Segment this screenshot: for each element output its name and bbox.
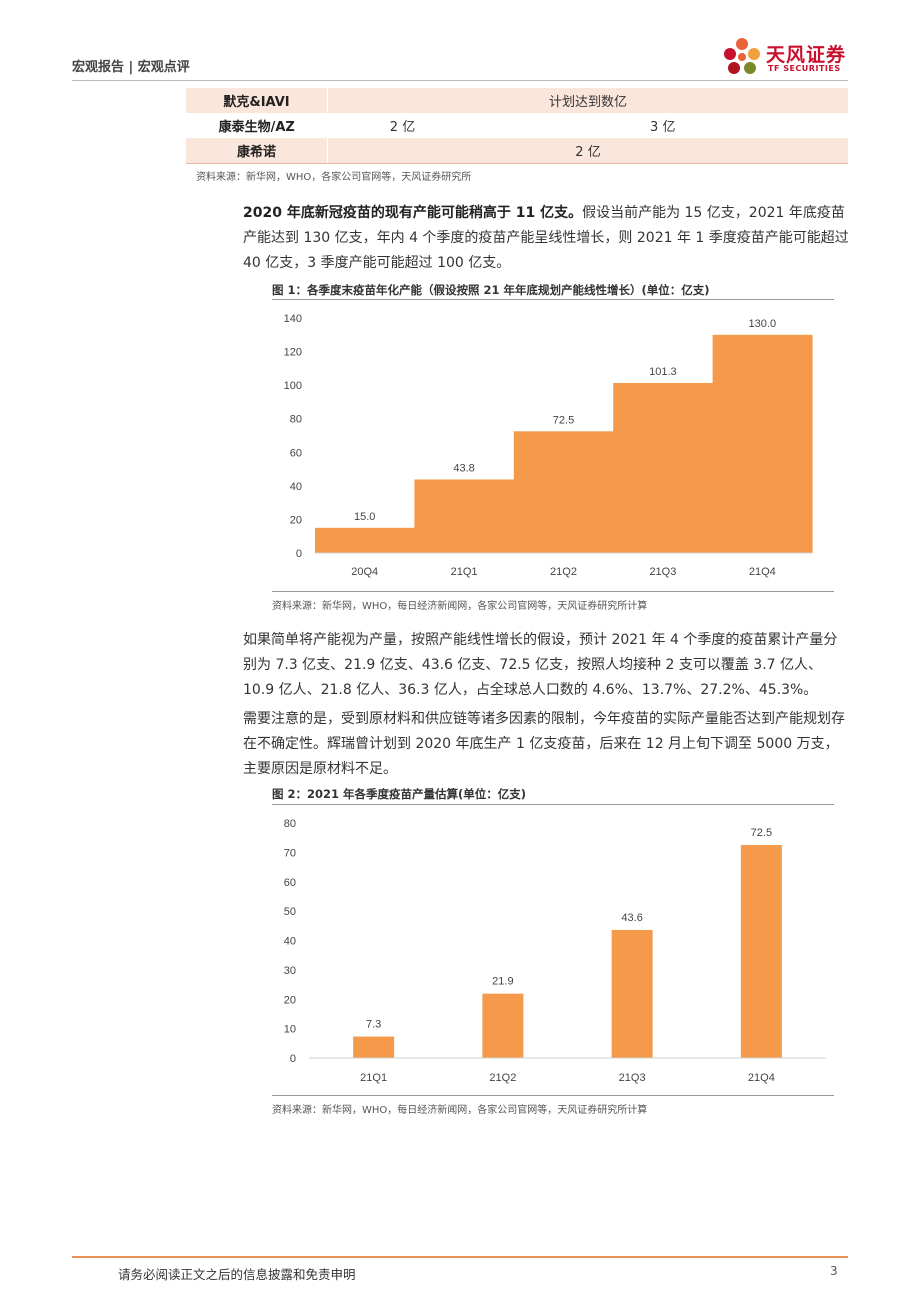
table-cell-capacity-2021: 3 亿 <box>650 120 676 135</box>
y-tick-label: 10 <box>284 1024 296 1036</box>
paragraph-body: 假设当前产能为 15 亿支，2021 年底疫苗产能达到 130 亿支，年内 4 … <box>243 205 849 271</box>
y-tick-label: 20 <box>284 994 296 1006</box>
table-cell-company: 康希诺 <box>186 138 328 163</box>
data-label: 43.6 <box>621 912 642 924</box>
y-tick-label: 60 <box>284 877 296 889</box>
logo-flower-icon <box>724 38 760 74</box>
y-tick-label: 30 <box>284 965 296 977</box>
table-bottom-border <box>186 163 848 164</box>
table-cell-capacity: 计划达到数亿 <box>327 88 848 113</box>
table-cell-company: 默克&IAVI <box>186 88 328 113</box>
y-tick-label: 20 <box>290 514 302 526</box>
paragraph-capacity: 2020 年底新冠疫苗的现有产能可能稍高于 11 亿支。假设当前产能为 15 亿… <box>243 201 849 276</box>
tf-securities-logo: 天风证券 TF SECURITIES <box>722 36 852 80</box>
table-cell-capacity: 2 亿 <box>327 138 848 163</box>
data-label: 130.0 <box>749 318 777 330</box>
table-cell-company: 康泰生物/AZ <box>218 120 295 135</box>
page-number: 3 <box>830 1264 838 1278</box>
area-step <box>712 334 813 553</box>
y-tick-label: 80 <box>284 818 296 830</box>
bar <box>740 845 782 1058</box>
vaccine-capacity-table: 默克&IAVI 计划达到数亿 康泰生物/AZ 2 亿 3 亿 康希诺 2 亿 <box>186 88 848 163</box>
paragraph-lead: 2020 年底新冠疫苗的现有产能可能稍高于 11 亿支。 <box>243 205 583 221</box>
report-category: 宏观报告 | 宏观点评 <box>72 60 190 75</box>
y-tick-label: 140 <box>284 313 302 325</box>
bar <box>611 929 653 1058</box>
y-tick-label: 0 <box>296 548 302 560</box>
x-tick-label: 21Q2 <box>489 1072 516 1084</box>
y-tick-label: 100 <box>284 380 302 392</box>
data-label: 72.5 <box>751 827 772 839</box>
x-tick-label: 21Q1 <box>360 1072 387 1084</box>
figure1-bottom-rule <box>272 591 834 592</box>
x-tick-label: 21Q2 <box>550 566 577 578</box>
logo-subtitle: TF SECURITIES <box>768 64 841 73</box>
bar <box>353 1036 395 1058</box>
data-label: 72.5 <box>553 414 574 426</box>
table-cell-capacity-2020: 2 亿 <box>389 120 416 135</box>
figure1-top-rule <box>272 299 834 300</box>
area-step <box>513 431 614 553</box>
figure2-bottom-rule <box>272 1095 834 1096</box>
data-label: 101.3 <box>649 366 677 378</box>
y-tick-label: 80 <box>290 414 302 426</box>
data-label: 43.8 <box>453 462 474 474</box>
paragraph-uncertainty: 需要注意的是，受到原材料和供应链等诸多因素的限制，今年疫苗的实际产量能否达到产能… <box>243 711 845 777</box>
table-source: 资料来源：新华网，WHO，各家公司官网等，天风证券研究所 <box>196 172 472 183</box>
y-tick-label: 40 <box>284 936 296 948</box>
y-tick-label: 70 <box>284 847 296 859</box>
area-step <box>414 479 515 553</box>
table-row: 默克&IAVI 计划达到数亿 <box>186 88 848 113</box>
y-tick-label: 50 <box>284 906 296 918</box>
footer-divider <box>72 1256 848 1258</box>
y-tick-label: 60 <box>290 447 302 459</box>
y-tick-label: 120 <box>284 347 302 359</box>
data-label: 21.9 <box>492 976 513 988</box>
y-tick-label: 0 <box>290 1053 296 1065</box>
figure1-source: 资料来源：新华网，WHO，每日经济新闻网，各家公司官网等，天风证券研究所计算 <box>272 601 648 612</box>
area-step <box>315 527 415 553</box>
x-tick-label: 21Q4 <box>749 566 776 578</box>
x-tick-label: 21Q1 <box>451 566 478 578</box>
figure2-top-rule <box>272 804 834 805</box>
y-tick-label: 40 <box>290 481 302 493</box>
x-tick-label: 20Q4 <box>351 566 378 578</box>
area-step <box>613 382 714 553</box>
figure1-title: 图 1：各季度末疫苗年化产能（假设按照 21 年年底规划产能线性增长）(单位：亿… <box>272 283 710 297</box>
figure2-source: 资料来源：新华网，WHO，每日经济新闻网，各家公司官网等，天风证券研究所计算 <box>272 1105 648 1116</box>
header-divider <box>72 80 848 81</box>
table-row: 康希诺 2 亿 <box>186 138 848 163</box>
logo-name: 天风证券 <box>766 44 847 66</box>
figure2-title: 图 2：2021 年各季度疫苗产量估算(单位：亿支) <box>272 787 527 801</box>
x-tick-label: 21Q4 <box>748 1072 775 1084</box>
bar <box>482 993 524 1058</box>
x-tick-label: 21Q3 <box>649 566 676 578</box>
data-label: 15.0 <box>354 511 375 523</box>
footer-disclaimer: 请务必阅读正文之后的信息披露和免责申明 <box>118 1267 356 1282</box>
table-row: 康泰生物/AZ 2 亿 3 亿 <box>186 113 848 138</box>
data-label: 7.3 <box>366 1019 381 1031</box>
paragraph-output: 如果简单将产能视为产量，按照产能线性增长的假设，预计 2021 年 4 个季度的… <box>243 632 838 698</box>
x-tick-label: 21Q3 <box>619 1072 646 1084</box>
